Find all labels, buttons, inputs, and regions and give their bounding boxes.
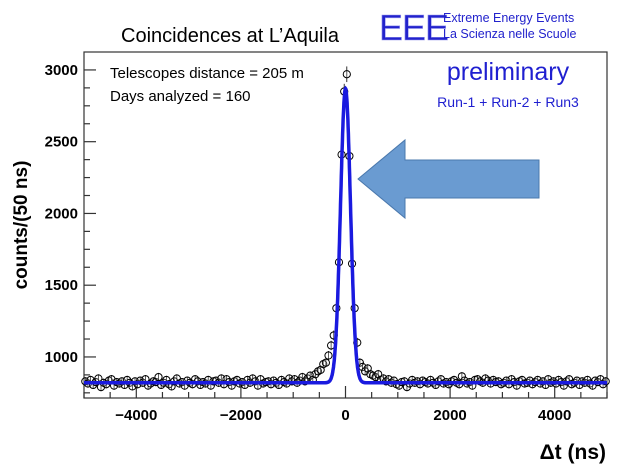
data-point (154, 372, 163, 382)
fit-curve (84, 85, 607, 385)
x-axis-label: Δt (ns) (540, 441, 606, 464)
logo-line2: La Scienza nelle Scuole (443, 27, 576, 41)
eee-logo: EEE Extreme Energy Events La Scienza nel… (379, 7, 577, 49)
x-tick-label: 4000 (538, 407, 571, 424)
x-tick-label: −2000 (220, 407, 262, 424)
data-point (324, 351, 333, 360)
x-tick-labels: −4000 −2000 0 2000 4000 (115, 407, 571, 424)
preliminary-label: preliminary (447, 58, 570, 86)
y-tick-labels: 1000 1500 2000 2500 3000 (45, 62, 78, 366)
y-tick-label: 1000 (45, 349, 78, 366)
annotation-distance: Telescopes distance = 205 m (110, 65, 304, 82)
annotation-days: Days analyzed = 160 (110, 88, 251, 105)
data-point (342, 70, 351, 79)
axis-ticks (83, 69, 608, 398)
arrow-annotation (357, 138, 540, 220)
y-axis-label: counts/(50 ns) (11, 161, 32, 290)
y-tick-label: 1500 (45, 277, 78, 294)
logo-letters: EEE (379, 7, 448, 48)
x-tick-label: 0 (341, 407, 349, 424)
data-point (321, 358, 330, 367)
runs-label: Run-1 + Run-2 + Run3 (437, 94, 579, 110)
logo-line1: Extreme Energy Events (443, 11, 574, 25)
chart-title: Coincidences at L’Aquila (121, 25, 340, 47)
y-tick-label: 3000 (45, 62, 78, 79)
data-points (81, 66, 610, 392)
x-tick-label: −4000 (115, 407, 157, 424)
x-tick-label: 2000 (433, 407, 466, 424)
data-point (457, 372, 466, 381)
y-tick-label: 2500 (45, 134, 78, 151)
y-tick-label: 2000 (45, 205, 78, 222)
